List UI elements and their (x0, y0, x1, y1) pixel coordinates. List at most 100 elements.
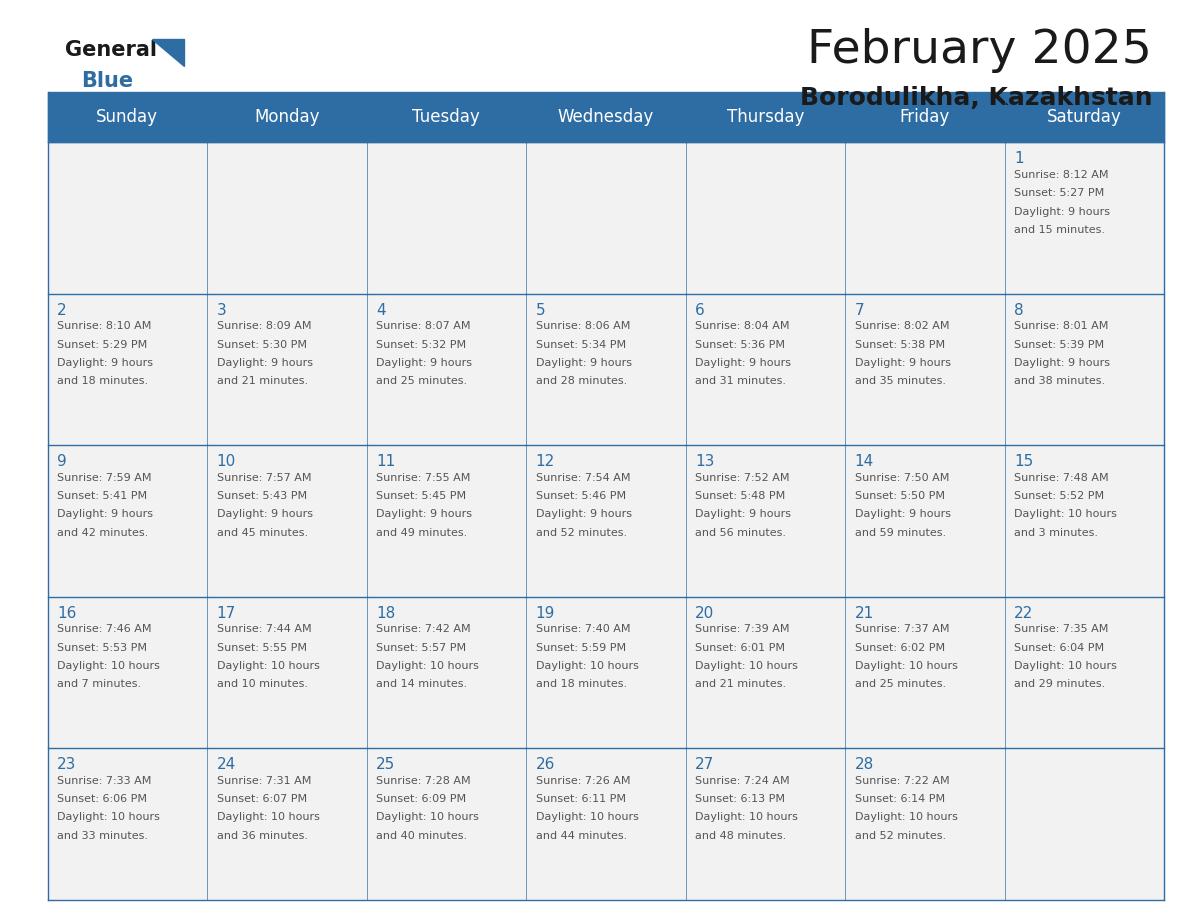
Text: and 52 minutes.: and 52 minutes. (536, 528, 627, 538)
Text: and 42 minutes.: and 42 minutes. (57, 528, 148, 538)
Text: Sunset: 6:13 PM: Sunset: 6:13 PM (695, 794, 785, 804)
Text: Daylight: 10 hours: Daylight: 10 hours (216, 812, 320, 823)
Text: Sunrise: 7:42 AM: Sunrise: 7:42 AM (377, 624, 470, 634)
Text: Sunrise: 7:22 AM: Sunrise: 7:22 AM (854, 776, 949, 786)
Text: Monday: Monday (254, 108, 320, 126)
Bar (845, 142, 1005, 294)
Bar (526, 294, 685, 445)
Text: Sunset: 5:45 PM: Sunset: 5:45 PM (377, 491, 466, 501)
Text: Daylight: 9 hours: Daylight: 9 hours (57, 509, 153, 520)
Text: and 28 minutes.: and 28 minutes. (536, 376, 627, 386)
Text: Daylight: 10 hours: Daylight: 10 hours (57, 812, 160, 823)
Text: Daylight: 9 hours: Daylight: 9 hours (536, 358, 632, 368)
Text: and 56 minutes.: and 56 minutes. (695, 528, 786, 538)
Bar (367, 597, 526, 748)
Bar (526, 445, 685, 597)
Bar (367, 294, 526, 445)
Text: Daylight: 10 hours: Daylight: 10 hours (536, 661, 638, 671)
Text: Daylight: 9 hours: Daylight: 9 hours (216, 509, 312, 520)
Bar (685, 597, 845, 748)
Text: Sunrise: 7:35 AM: Sunrise: 7:35 AM (1015, 624, 1108, 634)
Text: Sunrise: 7:48 AM: Sunrise: 7:48 AM (1015, 473, 1108, 483)
Text: and 36 minutes.: and 36 minutes. (216, 831, 308, 841)
Text: Thursday: Thursday (727, 108, 804, 126)
Text: Sunrise: 7:39 AM: Sunrise: 7:39 AM (695, 624, 790, 634)
Text: and 18 minutes.: and 18 minutes. (57, 376, 148, 386)
Text: Friday: Friday (899, 108, 950, 126)
Text: 7: 7 (854, 303, 865, 318)
Text: and 18 minutes.: and 18 minutes. (536, 679, 627, 689)
Text: Sunset: 6:11 PM: Sunset: 6:11 PM (536, 794, 626, 804)
Bar (1005, 748, 1164, 900)
Bar (526, 142, 685, 294)
Bar (207, 597, 367, 748)
Text: and 40 minutes.: and 40 minutes. (377, 831, 467, 841)
Text: 1: 1 (1015, 151, 1024, 166)
Text: and 15 minutes.: and 15 minutes. (1015, 225, 1105, 235)
Text: and 10 minutes.: and 10 minutes. (216, 679, 308, 689)
Text: Sunrise: 7:57 AM: Sunrise: 7:57 AM (216, 473, 311, 483)
Text: Sunrise: 7:37 AM: Sunrise: 7:37 AM (854, 624, 949, 634)
Bar (1005, 445, 1164, 597)
Bar (207, 142, 367, 294)
Text: February 2025: February 2025 (808, 28, 1152, 73)
Bar (685, 294, 845, 445)
Text: 18: 18 (377, 606, 396, 621)
Text: Daylight: 10 hours: Daylight: 10 hours (1015, 509, 1117, 520)
Text: 11: 11 (377, 454, 396, 469)
Text: Daylight: 9 hours: Daylight: 9 hours (1015, 358, 1111, 368)
Bar (1005, 142, 1164, 294)
Bar (845, 294, 1005, 445)
Bar (207, 748, 367, 900)
Text: Sunset: 5:39 PM: Sunset: 5:39 PM (1015, 340, 1105, 350)
Text: 27: 27 (695, 757, 714, 772)
Text: Sunrise: 8:07 AM: Sunrise: 8:07 AM (377, 321, 470, 331)
Text: 13: 13 (695, 454, 714, 469)
Bar (685, 142, 845, 294)
Text: Sunset: 5:59 PM: Sunset: 5:59 PM (536, 643, 626, 653)
Text: and 48 minutes.: and 48 minutes. (695, 831, 786, 841)
Text: Sunrise: 8:04 AM: Sunrise: 8:04 AM (695, 321, 790, 331)
Text: Sunset: 5:48 PM: Sunset: 5:48 PM (695, 491, 785, 501)
Text: and 52 minutes.: and 52 minutes. (854, 831, 946, 841)
Text: and 35 minutes.: and 35 minutes. (854, 376, 946, 386)
Text: and 7 minutes.: and 7 minutes. (57, 679, 141, 689)
Text: Daylight: 10 hours: Daylight: 10 hours (1015, 661, 1117, 671)
Text: Sunday: Sunday (96, 108, 158, 126)
Text: 26: 26 (536, 757, 555, 772)
Bar (685, 748, 845, 900)
Text: Daylight: 10 hours: Daylight: 10 hours (695, 661, 798, 671)
Text: and 33 minutes.: and 33 minutes. (57, 831, 148, 841)
Text: and 29 minutes.: and 29 minutes. (1015, 679, 1106, 689)
Bar (207, 294, 367, 445)
Text: Sunset: 6:06 PM: Sunset: 6:06 PM (57, 794, 147, 804)
Bar (48, 445, 207, 597)
Text: Daylight: 9 hours: Daylight: 9 hours (57, 358, 153, 368)
Text: 23: 23 (57, 757, 76, 772)
Text: 25: 25 (377, 757, 396, 772)
Text: Daylight: 10 hours: Daylight: 10 hours (57, 661, 160, 671)
Text: Sunrise: 8:01 AM: Sunrise: 8:01 AM (1015, 321, 1108, 331)
Text: Saturday: Saturday (1047, 108, 1121, 126)
Bar (367, 748, 526, 900)
Text: Daylight: 9 hours: Daylight: 9 hours (1015, 207, 1111, 217)
Text: Daylight: 10 hours: Daylight: 10 hours (854, 812, 958, 823)
Text: Sunrise: 7:44 AM: Sunrise: 7:44 AM (216, 624, 311, 634)
Bar (207, 445, 367, 597)
Text: Daylight: 9 hours: Daylight: 9 hours (377, 358, 472, 368)
Text: Sunrise: 7:46 AM: Sunrise: 7:46 AM (57, 624, 152, 634)
Text: Sunset: 5:41 PM: Sunset: 5:41 PM (57, 491, 147, 501)
Text: Sunset: 5:30 PM: Sunset: 5:30 PM (216, 340, 307, 350)
Bar (845, 445, 1005, 597)
Text: Sunrise: 7:59 AM: Sunrise: 7:59 AM (57, 473, 152, 483)
Text: and 31 minutes.: and 31 minutes. (695, 376, 786, 386)
Text: Daylight: 10 hours: Daylight: 10 hours (377, 661, 479, 671)
Text: Daylight: 10 hours: Daylight: 10 hours (536, 812, 638, 823)
Bar (526, 597, 685, 748)
Text: Daylight: 10 hours: Daylight: 10 hours (377, 812, 479, 823)
Text: Sunrise: 7:33 AM: Sunrise: 7:33 AM (57, 776, 151, 786)
Text: 9: 9 (57, 454, 67, 469)
Text: Borodulikha, Kazakhstan: Borodulikha, Kazakhstan (800, 86, 1152, 110)
Text: and 45 minutes.: and 45 minutes. (216, 528, 308, 538)
Text: Sunset: 5:52 PM: Sunset: 5:52 PM (1015, 491, 1105, 501)
